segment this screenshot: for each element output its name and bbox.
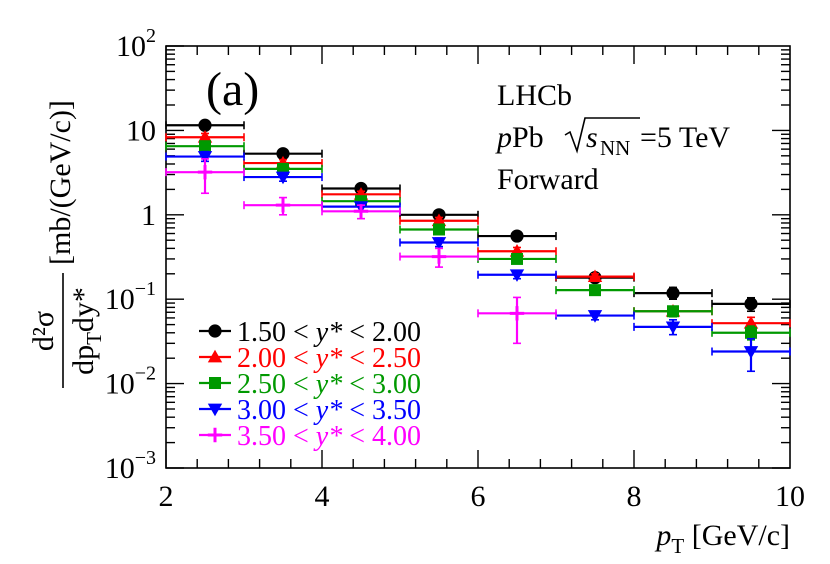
y-tick-label-exponent: −3 [135,447,156,469]
y-tick-label: 10 [126,114,156,147]
svg-text:NN: NN [600,136,630,160]
legend-label: 1.50 < y* < 2.00 [237,317,421,348]
y-axis-label-denominator-rest: dy* [67,287,100,332]
y-tick-label-base: 10 [126,114,156,147]
data-point [745,326,757,339]
data-point [276,147,290,161]
data-point [275,171,291,185]
system-rest: Pb [512,121,544,154]
data-point [665,321,681,335]
x-axis-label-subscript: T [671,534,684,558]
y-axis-label: d²σ dpTdy* [mb/(GeV/c)] [27,100,106,388]
panel-label: (a) [206,63,259,116]
y-tick-label: 102 [116,25,156,63]
legend-entry-2: 2.00 < y* < 2.50 [199,343,421,374]
x-axis-label-symbol: p [654,519,671,552]
y-tick-label-base: 10 [105,452,135,485]
legend-label: 2.00 < y* < 2.50 [237,343,421,374]
svg-text:=5 TeV: =5 TeV [640,121,730,154]
energy-symbol: s [586,121,598,154]
data-point [511,252,523,265]
series-3 [165,140,791,341]
y-tick-label: 10−2 [105,363,156,401]
system-prefix: p [495,121,512,154]
x-tick-label: 4 [315,480,330,513]
collision-system-label: pPb s NN =5 TeV [495,117,730,160]
data-point [666,286,680,300]
data-point [199,140,211,153]
legend: 1.50 < y* < 2.002.00 < y* < 2.502.50 < y… [199,317,421,452]
y-axis-label-denominator-sub: T [82,332,106,345]
y-tick-label-base: 10 [105,283,135,316]
data-point [208,324,222,338]
legend-entry-1: 1.50 < y* < 2.00 [199,317,421,348]
plot-area [165,118,791,373]
data-point [587,269,603,283]
data-point [198,118,212,132]
x-axis-label: pT [GeV/c] [654,519,790,558]
region-label: Forward [497,163,599,196]
data-point [587,310,603,323]
data-point [431,249,447,264]
data-point [209,377,221,389]
y-tick-label-base: 10 [105,368,135,401]
y-axis-label-units: [mb/(GeV/c)] [44,100,77,265]
energy-value: =5 TeV [640,121,730,154]
experiment-label: LHCb [497,79,572,112]
data-point [197,164,213,180]
svg-text:pPb: pPb [495,121,544,154]
data-point [667,305,679,318]
y-tick-label-exponent: −2 [135,363,156,385]
energy-subscript: NN [600,136,630,160]
x-tick-label: 10 [775,480,805,513]
y-axis-label-denominator: dp [67,345,100,375]
legend-label: 3.50 < y* < 4.00 [237,421,421,452]
data-point [197,130,213,143]
legend-entry-4: 3.00 < y* < 3.50 [199,395,421,426]
data-point [207,403,223,417]
y-axis-label-numerator: d²σ [27,311,60,351]
data-point [743,346,759,359]
y-tick-label-base: 1 [141,199,156,232]
y-tick-label-base: 10 [116,30,146,63]
data-point [207,427,223,443]
data-point [207,349,223,363]
x-axis-label-units: [GeV/c] [684,519,790,552]
data-point [509,269,525,282]
data-point [510,229,524,243]
svg-text:dpTdy*: dpTdy* [67,287,106,375]
data-point [509,306,525,321]
data-point [589,284,601,297]
data-point [197,151,213,164]
y-tick-label-exponent: 2 [146,25,156,47]
sqrt-symbol [564,117,640,154]
data-point [431,237,447,250]
series-5 [165,158,557,345]
x-tick-label: 2 [159,480,174,513]
series-4 [165,150,791,373]
svg-text:s: s [586,121,598,154]
data-point [353,204,369,219]
data-point [744,297,758,311]
data-point [433,223,445,236]
data-point [275,197,291,213]
legend-label: 3.00 < y* < 3.50 [237,395,421,426]
legend-label: 2.50 < y* < 3.00 [237,369,421,400]
y-tick-label: 10−1 [105,278,156,316]
x-tick-label: 8 [627,480,642,513]
legend-entry-5: 3.50 < y* < 4.00 [199,421,421,452]
legend-entry-3: 2.50 < y* < 3.00 [199,369,421,400]
y-tick-label: 10−3 [105,447,156,485]
y-tick-label: 1 [141,199,156,232]
y-tick-label-exponent: −1 [135,278,156,300]
data-point [431,213,447,227]
x-tick-label: 6 [471,480,486,513]
